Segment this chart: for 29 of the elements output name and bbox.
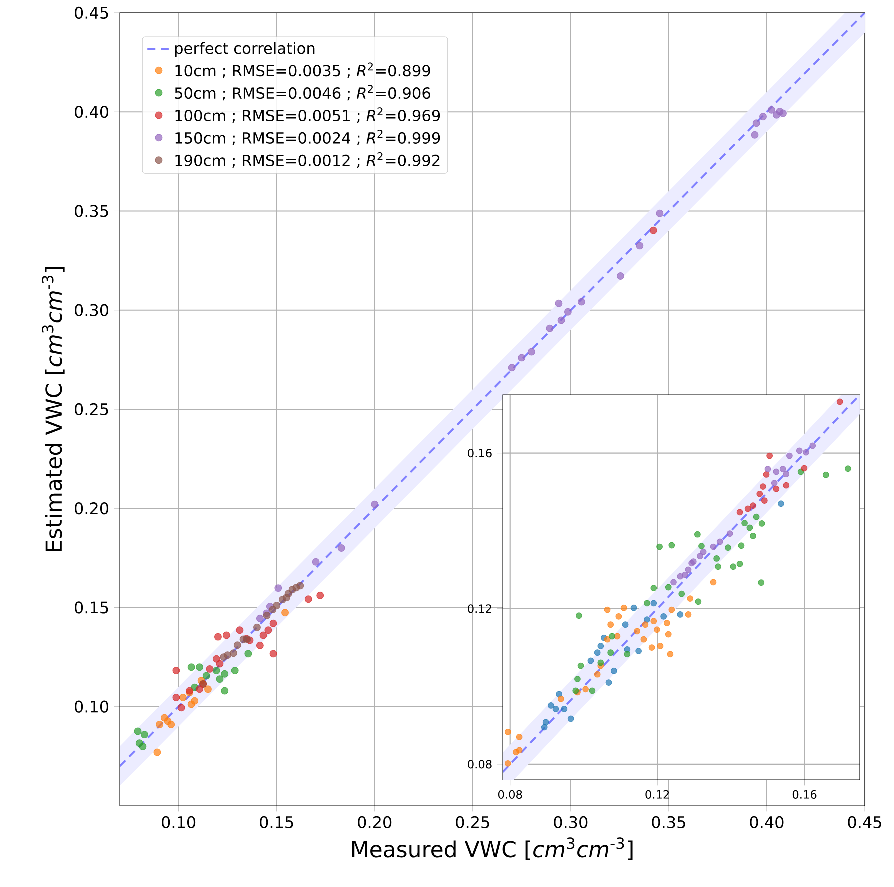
x-tick-label: 0.16 xyxy=(792,790,817,799)
x-tick-label: 0.10 xyxy=(162,816,196,828)
y-tick-label: 0.12 xyxy=(468,604,492,614)
legend-label: 10cm ; RMSE=0.0035 ; R$^{2}$=0.899 xyxy=(176,62,430,78)
y-tick-label: 0.30 xyxy=(75,304,109,316)
legend-label: 100cm ; RMSE=0.0051 ; R$^{2}$=0.969 xyxy=(176,108,440,124)
y-tick-label: 0.45 xyxy=(75,6,108,20)
y-tick-label: 0.40 xyxy=(75,106,109,118)
y-tick-label: 0.20 xyxy=(75,502,109,515)
y-axis-title: Estimated VWC [cm$^{3}$cm$^{-3}$] xyxy=(42,267,65,552)
y-tick-label: 0.15 xyxy=(75,602,108,614)
x-tick-label: 0.45 xyxy=(848,816,882,828)
y-tick-label: 0.25 xyxy=(75,403,108,416)
x-tick-label: 0.12 xyxy=(646,790,670,799)
x-tick-label: 0.15 xyxy=(260,816,294,828)
x-tick-label: 0.30 xyxy=(554,816,588,828)
legend-label: 150cm ; RMSE=0.0024 ; R$^{2}$=0.999 xyxy=(176,130,440,146)
x-tick-label: 0.35 xyxy=(652,816,686,828)
legend-label: 50cm ; RMSE=0.0046 ; R$^{2}$=0.906 xyxy=(175,85,430,101)
y-tick-label: 0.08 xyxy=(468,760,492,769)
x-tick-label: 0.20 xyxy=(358,816,392,828)
legend-label: perfect correlation xyxy=(175,42,315,58)
legend-label: 190cm ; RMSE=0.0012 ; R$^{2}$=0.992 xyxy=(176,152,440,168)
x-axis-title: Measured VWC [cm$^{3}$cm$^{-3}$] xyxy=(352,838,633,860)
y-tick-label: 0.35 xyxy=(75,205,108,218)
y-tick-label: 0.10 xyxy=(75,700,109,713)
x-tick-label: 0.08 xyxy=(498,790,522,799)
y-tick-label: 0.16 xyxy=(468,449,492,458)
x-tick-label: 0.40 xyxy=(750,816,784,828)
